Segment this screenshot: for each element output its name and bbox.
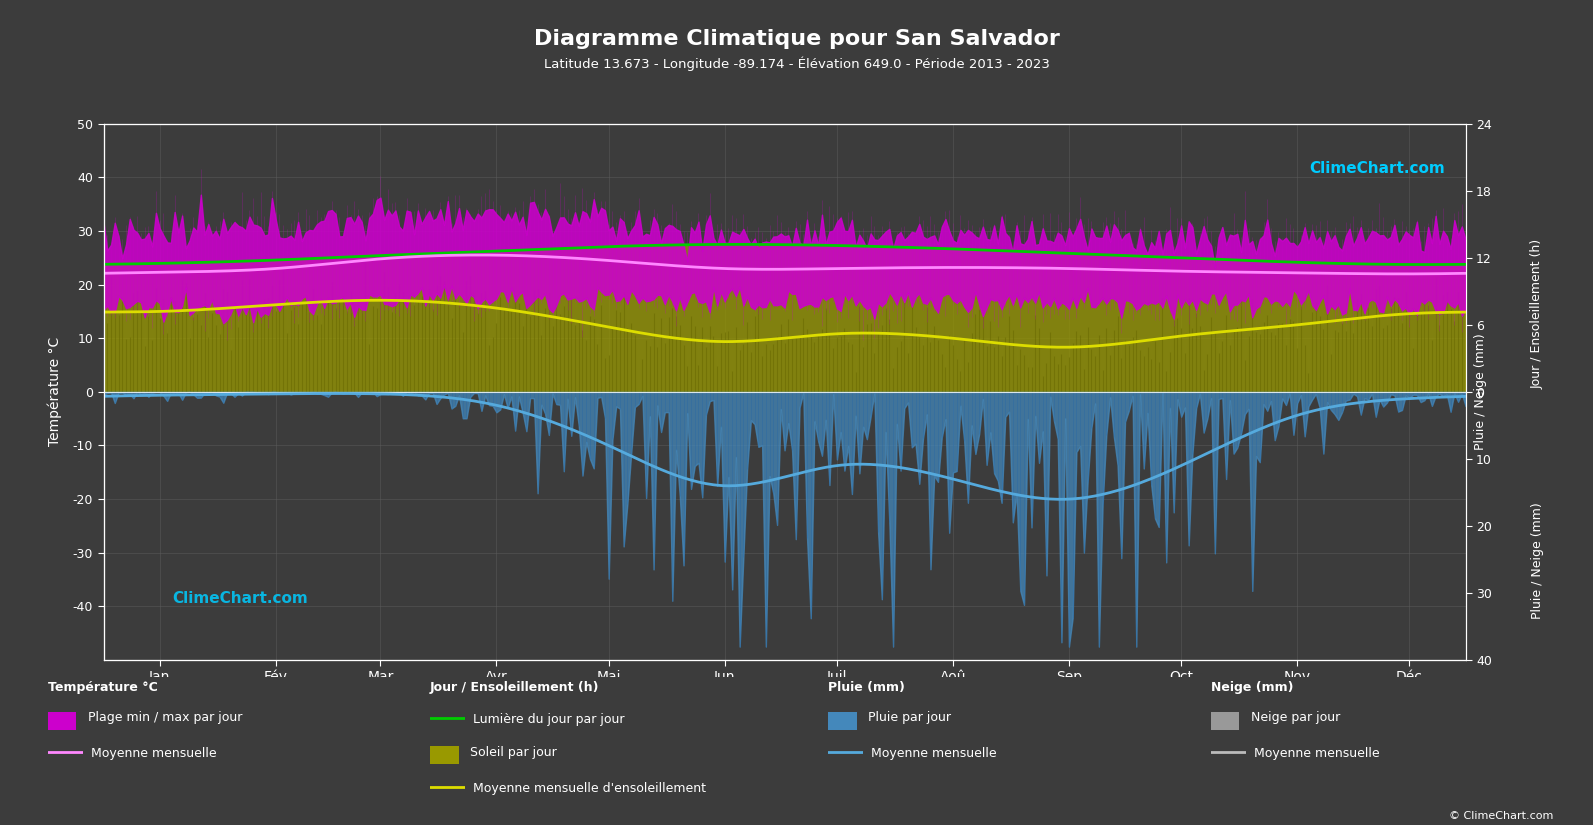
Text: ClimeChart.com: ClimeChart.com (1309, 161, 1445, 177)
Text: Jour / Ensoleillement (h): Jour / Ensoleillement (h) (1531, 238, 1544, 389)
Text: Moyenne mensuelle: Moyenne mensuelle (1254, 747, 1380, 761)
Text: Neige par jour: Neige par jour (1251, 711, 1340, 724)
Text: Pluie (mm): Pluie (mm) (828, 681, 905, 694)
Text: Plage min / max par jour: Plage min / max par jour (88, 711, 242, 724)
Text: Soleil par jour: Soleil par jour (470, 746, 556, 759)
Text: Jour / Ensoleillement (h): Jour / Ensoleillement (h) (430, 681, 599, 694)
Text: Température °C: Température °C (48, 681, 158, 694)
Text: Lumière du jour par jour: Lumière du jour par jour (473, 713, 624, 726)
Text: Moyenne mensuelle d'ensoleillement: Moyenne mensuelle d'ensoleillement (473, 782, 706, 795)
Text: Pluie par jour: Pluie par jour (868, 711, 951, 724)
Y-axis label: Pluie / Neige (mm): Pluie / Neige (mm) (1474, 333, 1486, 450)
Text: Moyenne mensuelle: Moyenne mensuelle (871, 747, 997, 761)
Text: Diagramme Climatique pour San Salvador: Diagramme Climatique pour San Salvador (534, 29, 1059, 49)
Y-axis label: Température °C: Température °C (48, 337, 62, 446)
Text: Moyenne mensuelle: Moyenne mensuelle (91, 747, 217, 761)
Text: Neige (mm): Neige (mm) (1211, 681, 1294, 694)
Text: Latitude 13.673 - Longitude -89.174 - Élévation 649.0 - Période 2013 - 2023: Latitude 13.673 - Longitude -89.174 - Él… (543, 56, 1050, 71)
Text: Pluie / Neige (mm): Pluie / Neige (mm) (1531, 502, 1544, 620)
Text: ClimeChart.com: ClimeChart.com (172, 592, 307, 606)
Text: © ClimeChart.com: © ClimeChart.com (1448, 811, 1553, 821)
